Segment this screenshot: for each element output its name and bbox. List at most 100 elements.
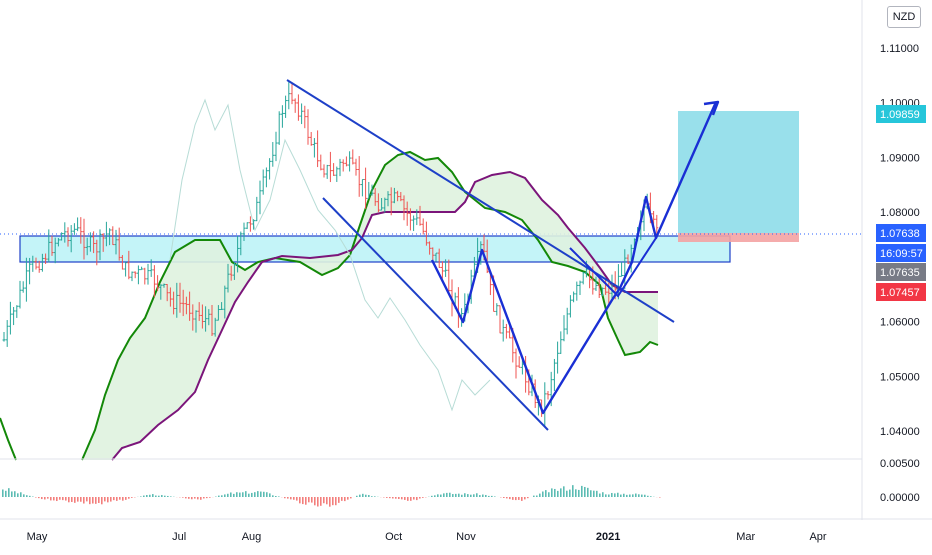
osc-bar — [536, 496, 538, 497]
osc-bar — [20, 492, 22, 497]
osc-bar — [560, 488, 562, 497]
osc-bar — [188, 497, 190, 499]
osc-bar — [149, 495, 151, 497]
osc-bar — [245, 491, 247, 497]
osc-bar — [155, 496, 157, 497]
osc-bar — [128, 497, 130, 499]
osc-bar — [116, 497, 118, 501]
osc-bar — [347, 497, 349, 500]
osc-bar — [209, 497, 211, 498]
osc-bar — [389, 497, 391, 498]
osc-bar — [86, 497, 88, 501]
osc-bar — [125, 497, 127, 500]
osc-bar — [296, 497, 298, 501]
osc-bar — [14, 491, 16, 497]
osc-bar — [320, 497, 322, 506]
osc-bar — [302, 497, 304, 504]
osc-bar — [152, 494, 154, 497]
price-tag[interactable]: 1.07457 — [876, 283, 926, 301]
currency-button[interactable]: NZD — [887, 6, 921, 28]
osc-bar — [584, 487, 586, 497]
osc-bar — [218, 496, 220, 497]
osc-bar — [395, 497, 397, 499]
osc-bar — [413, 497, 415, 500]
osc-bar — [518, 497, 520, 500]
osc-bar — [236, 492, 238, 497]
osc-bar — [566, 491, 568, 497]
osc-bar — [191, 497, 193, 499]
osc-bar — [479, 495, 481, 497]
osc-bar — [197, 497, 199, 499]
osc-bar — [110, 497, 112, 502]
osc-bar — [461, 495, 463, 497]
osc-bar — [227, 494, 229, 497]
osc-bar — [362, 494, 364, 497]
osc-bar — [452, 494, 454, 497]
osc-bar — [68, 497, 70, 502]
osc-bar — [239, 493, 241, 497]
osc-bar — [308, 497, 310, 502]
osc-bar — [71, 497, 73, 502]
x-tick-label: Nov — [456, 531, 476, 543]
osc-bar — [11, 491, 13, 497]
osc-bar — [98, 497, 100, 503]
osc-bar — [596, 491, 598, 497]
osc-bar — [323, 497, 325, 503]
osc-bar — [401, 497, 403, 499]
osc-bar — [422, 497, 424, 498]
osc-bar — [572, 485, 574, 497]
y-tick-label: 1.08000 — [880, 207, 920, 219]
osc-bar — [284, 497, 286, 498]
osc-bar — [23, 494, 25, 497]
osc-bar — [257, 491, 259, 497]
osc-bar — [509, 497, 511, 499]
x-tick-label: Jul — [172, 531, 186, 543]
osc-bar — [506, 497, 508, 498]
osc-bar — [548, 492, 550, 497]
osc-bar — [437, 494, 439, 497]
osc-bar — [203, 497, 205, 498]
osc-bar — [449, 493, 451, 497]
osc-bar — [314, 497, 316, 505]
osc-bar — [344, 497, 346, 501]
price-tag-label: 16:09:57 — [880, 248, 923, 260]
osc-bar — [17, 493, 19, 497]
price-tag[interactable]: 16:09:57 — [876, 244, 926, 262]
osc-bar — [44, 497, 46, 499]
osc-bar — [230, 492, 232, 497]
osc-bar — [35, 497, 37, 498]
price-tag[interactable]: 1.07635 — [876, 263, 926, 281]
osc-bar — [632, 494, 634, 497]
osc-bar — [254, 492, 256, 497]
osc-bar — [77, 497, 79, 502]
osc-bar — [38, 497, 40, 498]
osc-bar — [182, 497, 184, 498]
osc-bar — [8, 488, 10, 497]
osc-bar — [260, 492, 262, 497]
osc-bar — [359, 495, 361, 497]
osc-bar — [5, 491, 7, 497]
osc-bar — [233, 494, 235, 497]
osc-tick-label: 0.00000 — [880, 492, 920, 504]
osc-bar — [434, 495, 436, 497]
price-tag-label: 1.07638 — [880, 228, 920, 240]
osc-bar — [617, 493, 619, 497]
price-tag[interactable]: 1.09859 — [876, 105, 926, 123]
osc-bar — [554, 489, 556, 497]
osc-bar — [440, 495, 442, 497]
osc-bar — [374, 496, 376, 497]
osc-bar — [488, 496, 490, 497]
osc-bar — [371, 496, 373, 497]
osc-bar — [533, 496, 535, 497]
osc-bar — [113, 497, 115, 500]
osc-bar — [515, 497, 517, 500]
osc-bar — [620, 495, 622, 497]
osc-bar — [614, 493, 616, 497]
osc-bar — [608, 494, 610, 497]
osc-bar — [398, 497, 400, 499]
price-tag[interactable]: 1.07638 — [876, 224, 926, 242]
osc-bar — [47, 497, 49, 499]
osc-bar — [293, 497, 295, 500]
